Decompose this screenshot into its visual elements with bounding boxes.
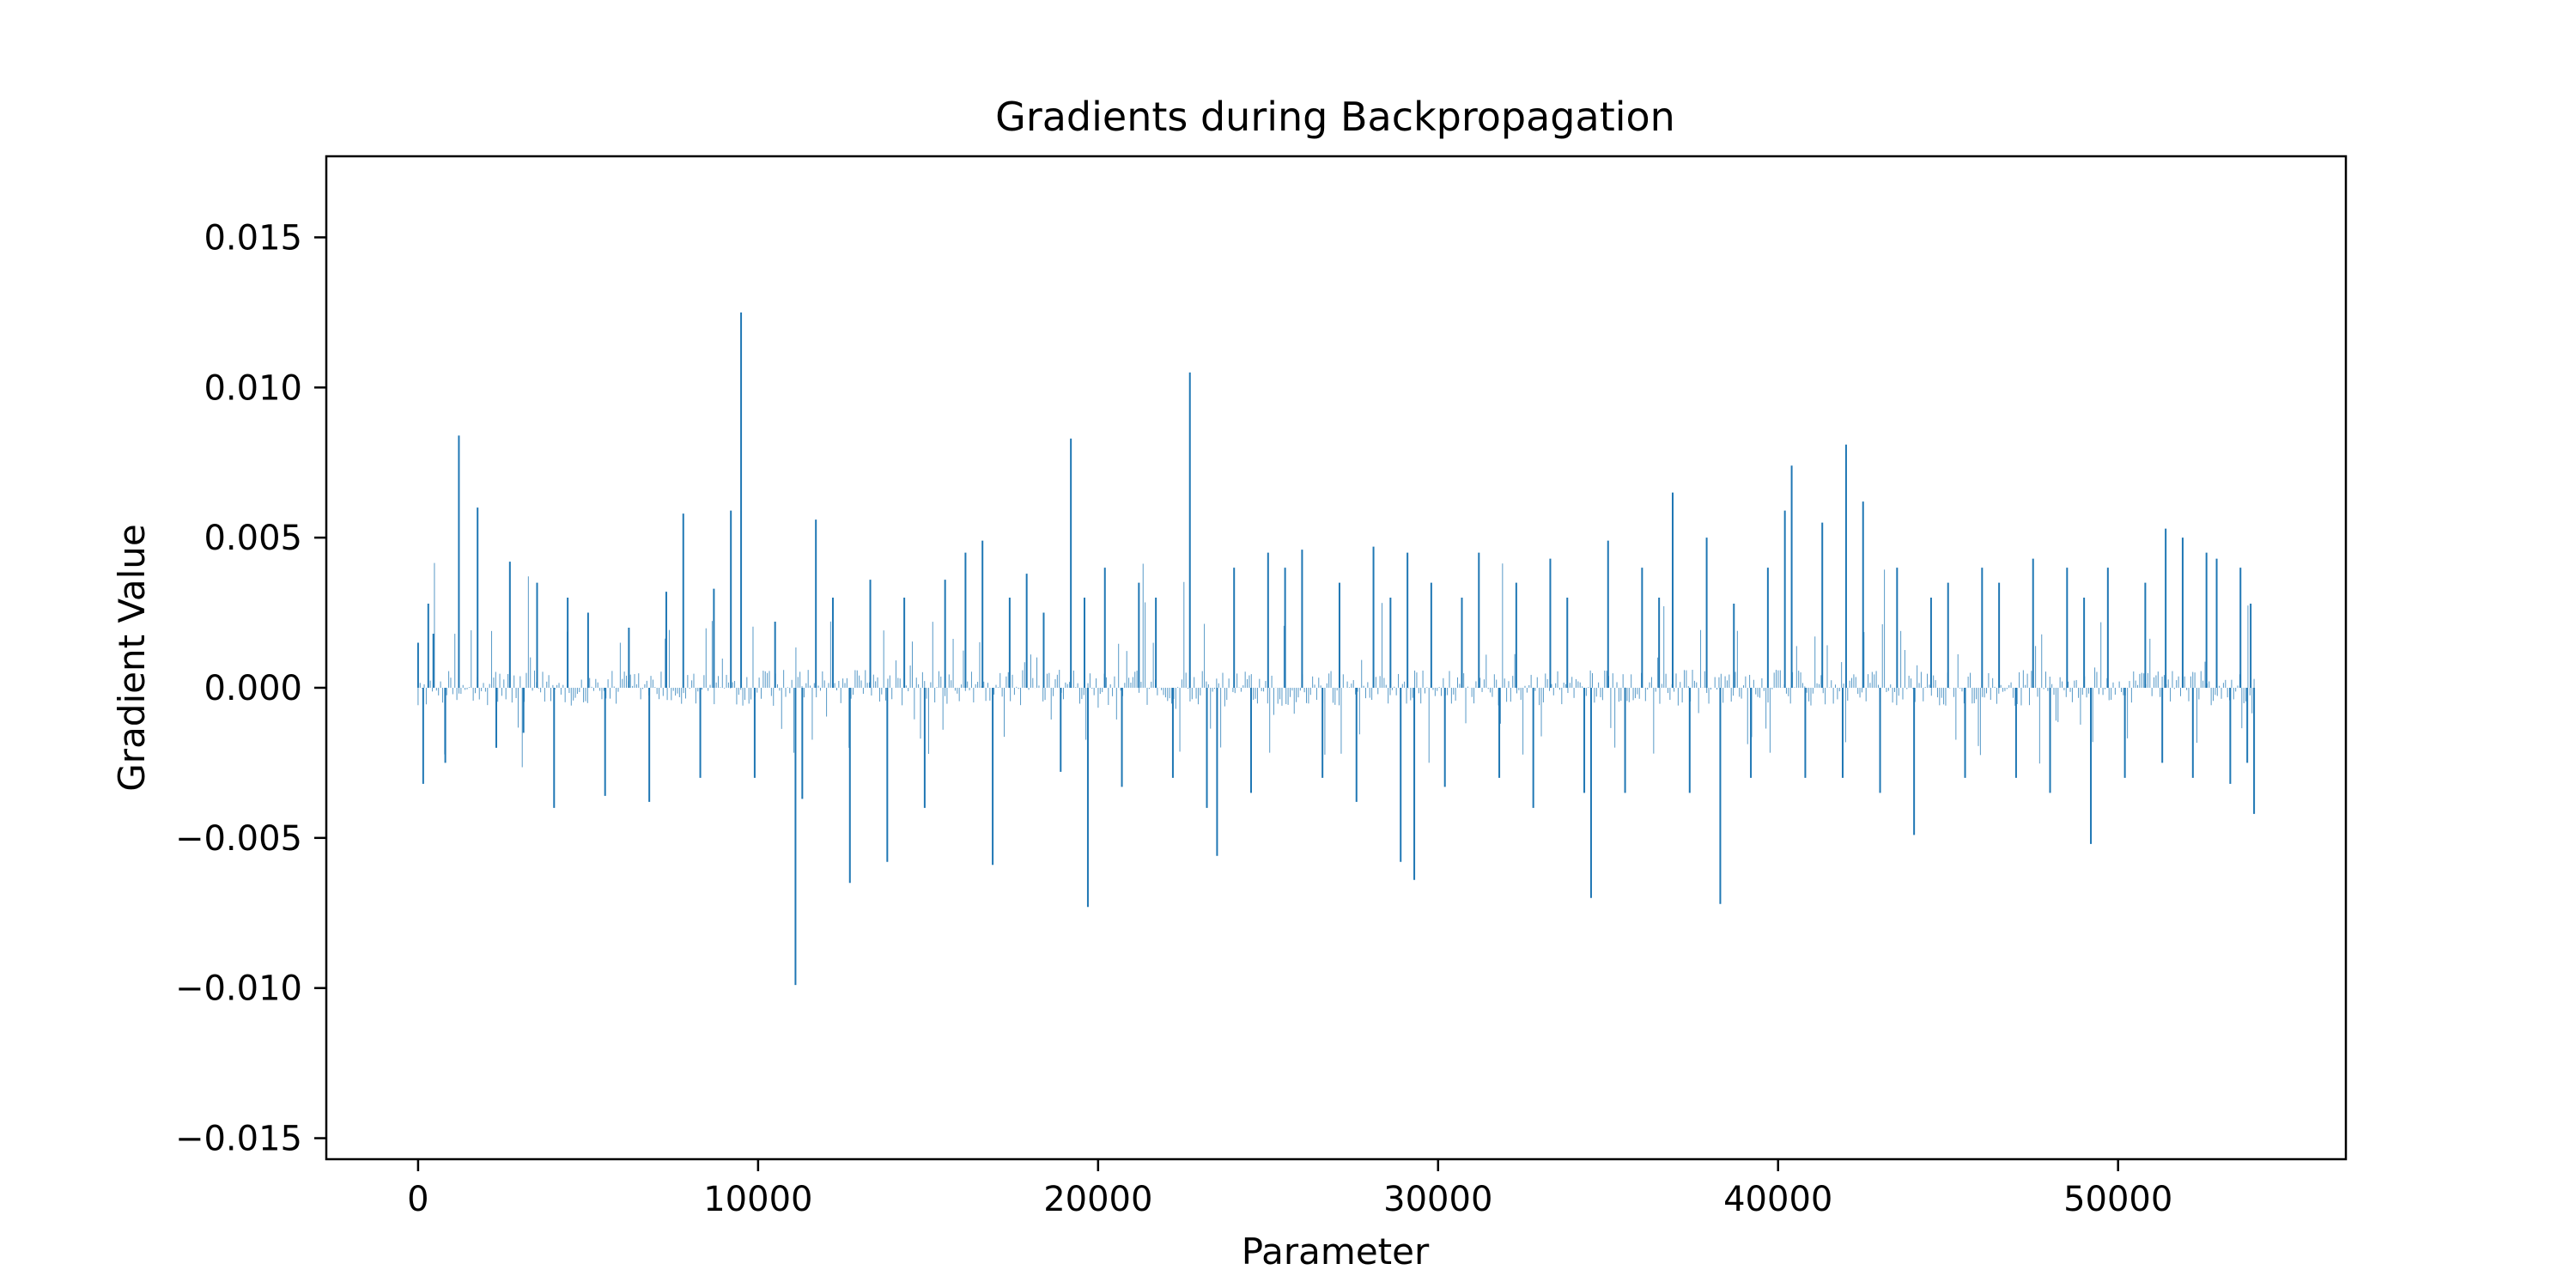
- x-tick-label: 0: [407, 1180, 428, 1219]
- y-axis: −0.015 −0.010 −0.005 0.000 0.005 0.010 0.015: [175, 218, 326, 1159]
- y-tick-label: 0.005: [204, 519, 302, 558]
- y-tick-label: −0.005: [175, 819, 302, 859]
- y-axis-label: Gradient Value: [111, 524, 153, 792]
- y-tick-label: 0.000: [204, 669, 302, 708]
- x-axis-label: Parameter: [1242, 1230, 1430, 1273]
- y-tick-label: −0.010: [175, 969, 302, 1009]
- y-tick-label: 0.015: [204, 218, 302, 258]
- chart-title: Gradients during Backpropagation: [995, 94, 1675, 140]
- y-tick-label: 0.010: [204, 368, 302, 408]
- x-axis: 0 10000 20000 30000 40000 50000: [407, 1159, 2172, 1219]
- x-tick-label: 30000: [1383, 1180, 1492, 1219]
- x-tick-label: 40000: [1723, 1180, 1832, 1219]
- x-tick-label: 50000: [2063, 1180, 2172, 1219]
- x-tick-label: 10000: [703, 1180, 812, 1219]
- y-tick-label: −0.015: [175, 1120, 302, 1159]
- x-tick-label: 20000: [1043, 1180, 1152, 1219]
- bars-group: [416, 312, 2256, 986]
- plot-frame: [325, 155, 2348, 1161]
